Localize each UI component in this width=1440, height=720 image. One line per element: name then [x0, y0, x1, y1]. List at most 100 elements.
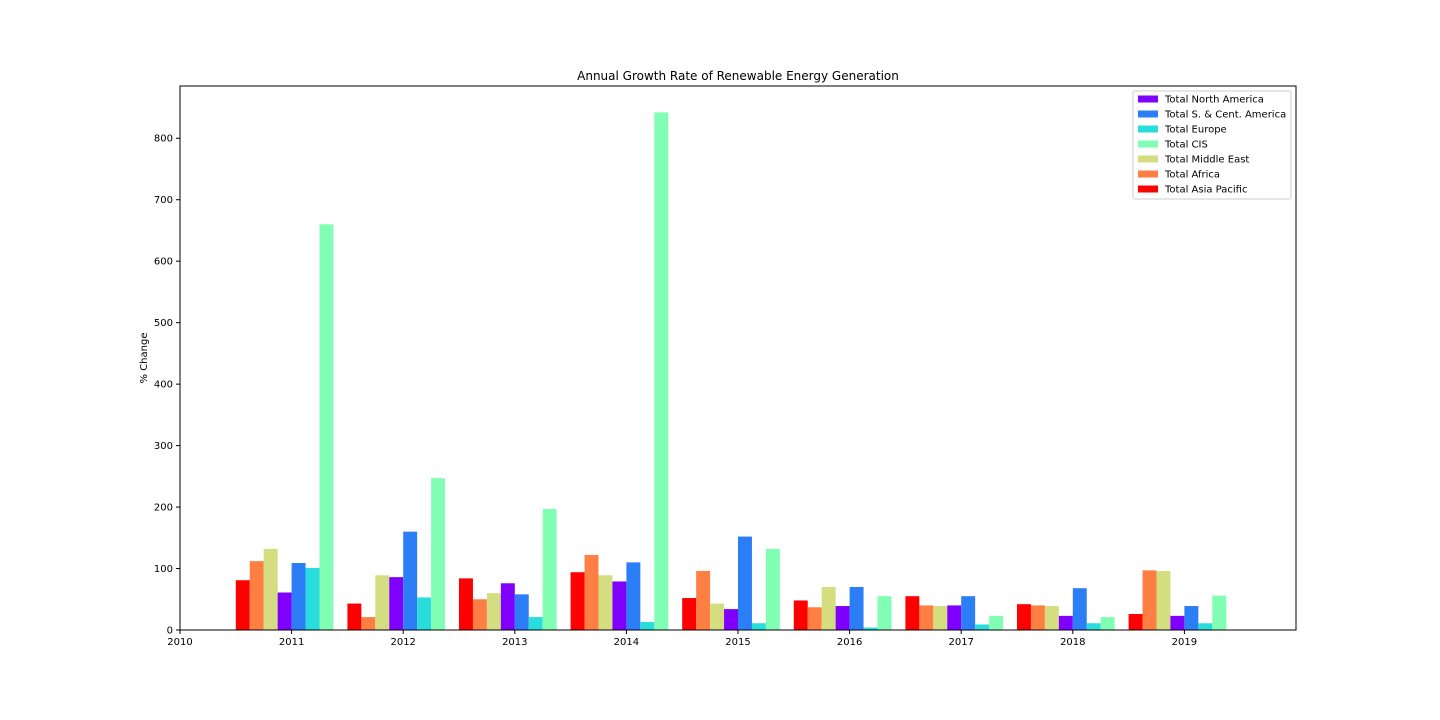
bar-total-middle-east-2014 [598, 575, 613, 630]
bar-total-s-cent-america-2018 [1072, 588, 1087, 630]
bar-total-cis-2015 [765, 548, 780, 630]
bar-total-cis-2018 [1100, 617, 1115, 630]
bar-total-asia-pacific-2011 [235, 580, 250, 630]
bar-total-africa-2013 [472, 599, 487, 630]
bar-total-north-america-2012 [389, 577, 404, 630]
bar-total-europe-2011 [305, 567, 320, 630]
legend-label-total-cis: Total CIS [1164, 140, 1208, 151]
legend-label-total-asia-pacific: Total Asia Pacific [1164, 185, 1247, 196]
legend-swatch-total-north-america [1138, 95, 1158, 103]
legend-swatch-total-cis [1138, 140, 1158, 148]
bar-total-europe-2019 [1198, 623, 1213, 630]
legend-swatch-total-s-cent-america [1138, 110, 1158, 118]
legend-swatch-total-asia-pacific [1138, 185, 1158, 193]
bar-total-europe-2014 [640, 622, 655, 630]
legend-swatch-total-africa [1138, 170, 1158, 178]
legend-label-total-middle-east: Total Middle East [1164, 155, 1249, 166]
bar-total-middle-east-2018 [1044, 606, 1059, 630]
bar-total-asia-pacific-2013 [459, 578, 473, 630]
bar-total-middle-east-2013 [486, 593, 501, 630]
bar-total-cis-2019 [1212, 595, 1227, 630]
y-tick-label: 800 [154, 134, 173, 145]
bar-total-africa-2019 [1142, 570, 1157, 630]
y-tick-label: 100 [154, 564, 173, 575]
bar-total-asia-pacific-2018 [1017, 604, 1031, 630]
legend-label-total-africa: Total Africa [1164, 170, 1220, 181]
bar-total-north-america-2013 [500, 583, 515, 630]
bar-total-s-cent-america-2013 [514, 594, 529, 630]
bar-total-cis-2016 [877, 596, 892, 630]
legend-swatch-total-middle-east [1138, 155, 1158, 163]
x-tick-label: 2017 [948, 637, 973, 648]
y-tick-label: 0 [167, 626, 173, 637]
y-tick-label: 700 [154, 195, 173, 206]
axes-layer: 2010 2011 2012 2013 2014 2015 2016 2017 2018 2019… [154, 85, 1297, 648]
bar-total-asia-pacific-2012 [347, 603, 362, 630]
bar-total-middle-east-2012 [375, 575, 390, 630]
bar-total-africa-2015 [696, 570, 711, 630]
bar-total-s-cent-america-2019 [1184, 606, 1199, 630]
y-tick-label: 500 [154, 318, 173, 329]
x-tick-label: 2016 [837, 637, 862, 648]
bar-total-s-cent-america-2014 [626, 562, 641, 630]
legend: Total North America Total S. & Cent. Amer… [1132, 90, 1292, 200]
legend-swatch-total-europe [1138, 125, 1158, 133]
bar-total-s-cent-america-2017 [961, 596, 976, 630]
legend-label-total-s-cent-america: Total S. & Cent. America [1164, 110, 1286, 121]
bar-total-africa-2012 [361, 617, 376, 630]
y-axis-label: % Change [139, 333, 150, 384]
y-tick-label: 600 [154, 257, 173, 268]
bar-total-europe-2013 [528, 617, 543, 630]
bar-total-europe-2016 [863, 627, 878, 630]
bar-total-africa-2011 [249, 561, 264, 630]
x-tick-label: 2013 [502, 637, 527, 648]
y-tick-label: 300 [154, 441, 173, 452]
bar-total-europe-2012 [417, 597, 432, 630]
bar-total-north-america-2015 [724, 609, 738, 630]
y-tick-label: 400 [154, 380, 173, 391]
bar-total-north-america-2019 [1170, 615, 1185, 630]
bar-total-asia-pacific-2015 [682, 598, 697, 630]
bar-total-cis-2012 [431, 478, 446, 630]
bar-total-cis-2014 [654, 112, 669, 631]
bar-total-africa-2017 [919, 605, 934, 630]
bar-total-north-america-2018 [1058, 615, 1073, 630]
bar-total-s-cent-america-2011 [291, 563, 306, 630]
chart-title: Annual Growth Rate of Renewable Energy G… [577, 69, 899, 83]
bar-total-middle-east-2017 [933, 606, 948, 630]
bar-total-s-cent-america-2015 [738, 536, 752, 630]
bar-total-middle-east-2011 [263, 548, 278, 630]
x-tick-label: 2014 [614, 637, 639, 648]
bar-total-africa-2014 [584, 555, 599, 630]
bar-total-cis-2011 [319, 224, 334, 630]
x-tick-label: 2015 [725, 637, 750, 648]
x-tick-label: 2018 [1060, 637, 1085, 648]
bar-total-asia-pacific-2014 [570, 572, 585, 630]
bar-total-asia-pacific-2016 [793, 600, 808, 630]
bar-total-asia-pacific-2019 [1128, 614, 1143, 630]
bars-layer [235, 112, 1227, 631]
bar-total-europe-2015 [751, 623, 766, 630]
bar-total-middle-east-2015 [710, 603, 725, 630]
x-tick-label: 2011 [279, 637, 304, 648]
bar-total-asia-pacific-2017 [905, 596, 920, 630]
legend-label-total-north-america: Total North America [1164, 95, 1264, 106]
bar-total-cis-2017 [989, 615, 1004, 630]
bar-total-europe-2017 [975, 624, 990, 630]
legend-box [1132, 90, 1292, 200]
x-tick-label: 2019 [1172, 637, 1197, 648]
bar-total-africa-2016 [807, 607, 822, 630]
y-tick-label: 200 [154, 503, 173, 514]
bar-total-middle-east-2016 [821, 586, 836, 630]
bar-total-africa-2018 [1030, 605, 1045, 630]
x-tick-label: 2012 [390, 637, 415, 648]
bar-total-s-cent-america-2016 [849, 586, 864, 630]
x-tick-label: 2010 [167, 637, 192, 648]
bar-total-middle-east-2019 [1156, 570, 1171, 630]
legend-label-total-europe: Total Europe [1164, 125, 1227, 136]
bar-total-cis-2013 [542, 508, 557, 630]
bar-total-north-america-2014 [612, 581, 627, 630]
bar-total-north-america-2017 [947, 605, 962, 630]
bar-total-s-cent-america-2012 [403, 531, 418, 630]
